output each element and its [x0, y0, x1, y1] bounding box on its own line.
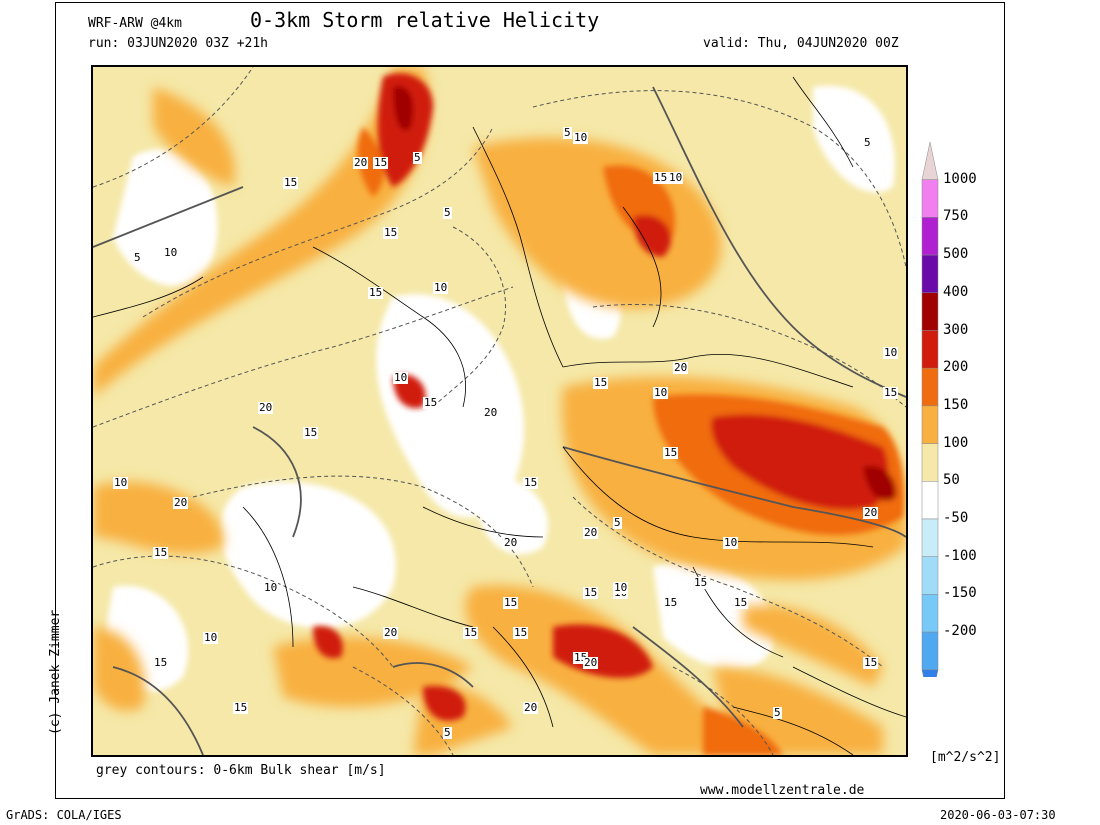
contour-label: 20: [258, 401, 274, 414]
website-link[interactable]: www.modellzentrale.de: [700, 783, 865, 798]
contour-label: 20: [673, 361, 689, 374]
legend-swatch: [921, 254, 939, 294]
model-label: WRF-ARW @4km: [88, 16, 182, 31]
contour-label: 15: [883, 386, 899, 399]
legend-colorbar: [921, 141, 939, 708]
contour-label: 10: [668, 171, 684, 184]
contour-label: 10: [653, 386, 669, 399]
contour-label: 15: [693, 576, 709, 589]
contour-label: 5: [133, 251, 142, 264]
contour-label: 5: [443, 206, 452, 219]
legend-label: 500: [943, 246, 969, 263]
contour-label: 15: [663, 446, 679, 459]
legend-swatch: [921, 179, 939, 218]
contour-label: 10: [163, 246, 179, 259]
contour-label: 5: [613, 516, 622, 529]
contour-label: 15: [503, 596, 519, 609]
shear-contours-solid: [93, 86, 906, 755]
legend-label: -200: [943, 623, 977, 640]
contour-label: 15: [863, 656, 879, 669]
run-label: run: 03JUN2020 03Z +21h: [88, 36, 269, 51]
contour-label: 20: [503, 536, 519, 549]
contour-label: 10: [203, 631, 219, 644]
contour-label: 20: [583, 656, 599, 669]
contour-label: 5: [863, 136, 872, 149]
contour-label: 15: [663, 596, 679, 609]
legend-swatch: [921, 217, 939, 256]
legend-swatch: [921, 405, 939, 444]
contour-label: 15: [383, 226, 399, 239]
contour-label: 10: [113, 476, 129, 489]
legend-label: 300: [943, 321, 969, 338]
contour-label: 15: [733, 596, 749, 609]
contour-label: 15: [583, 586, 599, 599]
legend-swatch: [921, 367, 939, 407]
chart-title: 0-3km Storm relative Helicity: [250, 8, 600, 32]
legend-label: 100: [943, 434, 969, 451]
contour-label: 15: [423, 396, 439, 409]
legend-swatch: [921, 556, 939, 595]
contour-label: 10: [433, 281, 449, 294]
author-credit: (c) Janek Zimmer: [48, 609, 63, 735]
legend-swatch: [921, 481, 939, 520]
contour-label: 15: [513, 626, 529, 639]
legend-swatch: [921, 292, 939, 331]
contour-label: 10: [263, 581, 279, 594]
contour-label: 15: [153, 546, 169, 559]
contour-label: 5: [563, 126, 572, 139]
contour-label: 15: [463, 626, 479, 639]
legend-swatch: [921, 594, 939, 633]
legend-swatch: [921, 518, 939, 557]
contour-label: 15: [593, 376, 609, 389]
legend-swatch: [921, 141, 939, 180]
legend-label: 1000: [943, 170, 977, 187]
contour-label: 10: [613, 581, 629, 594]
grads-credit: GrADS: COLA/IGES: [6, 808, 122, 822]
legend-label: -150: [943, 585, 977, 602]
valid-label: valid: Thu, 04JUN2020 00Z: [703, 36, 899, 51]
legend-swatch: [921, 330, 939, 369]
contour-label: 10: [723, 536, 739, 549]
contour-label: 5: [413, 151, 422, 164]
shear-note: grey contours: 0-6km Bulk shear [m/s]: [96, 763, 386, 778]
contour-label: 15: [233, 701, 249, 714]
contour-label: 20: [523, 701, 539, 714]
contour-label: 20: [353, 156, 369, 169]
figure-frame: [55, 2, 1005, 799]
timestamp: 2020-06-03-07:30: [940, 808, 1056, 822]
contour-label: 15: [373, 156, 389, 169]
units-label: [m^2/s^2]: [930, 750, 1001, 765]
contour-label: 15: [523, 476, 539, 489]
contour-label: 10: [393, 371, 409, 384]
contour-label: 20: [583, 526, 599, 539]
contour-label: 10: [883, 346, 899, 359]
legend-label: 150: [943, 396, 969, 413]
contour-label: 15: [653, 171, 669, 184]
legend-label: -50: [943, 510, 969, 526]
legend-label: -100: [943, 547, 977, 564]
contour-label: 5: [443, 726, 452, 739]
contour-label: 15: [303, 426, 319, 439]
legend-label: 200: [943, 359, 969, 376]
legend-swatch: [921, 443, 939, 482]
contour-label: 15: [368, 286, 384, 299]
legend-swatch: [921, 669, 939, 708]
legend-swatch: [921, 631, 939, 671]
legend-label: 750: [943, 208, 969, 225]
map-panel: 5 10 15 20 15 15 15 5 10 5 10 15 20 15 20 15 10 15 20 5 10 15…: [91, 65, 908, 757]
contour-label: 15: [283, 176, 299, 189]
contour-label: 20: [863, 506, 879, 519]
high-helicity-zones: [313, 73, 904, 755]
contour-label: 10: [573, 131, 589, 144]
legend-label: 400: [943, 283, 969, 300]
legend-label: 50: [943, 472, 960, 489]
contour-label: 20: [173, 496, 189, 509]
contour-label: 20: [483, 406, 499, 419]
helicity-map: [93, 67, 906, 755]
contour-label: 20: [383, 626, 399, 639]
contour-label: 5: [773, 706, 782, 719]
legend: 1000 750 500 400 300 200 150 100 50 -50 -100 -150 -2…: [920, 141, 1020, 708]
contour-label: 15: [153, 656, 169, 669]
